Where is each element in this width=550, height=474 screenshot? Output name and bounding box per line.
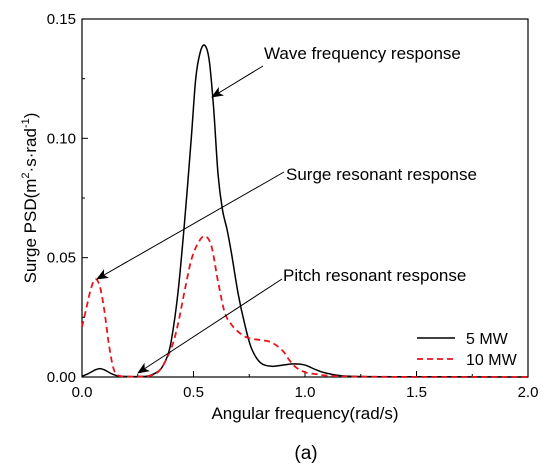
x-axis-title: Angular frequency(rad/s)	[211, 404, 398, 423]
series-line-5mw	[81, 44, 529, 378]
y-axis-title-sup2: -1	[20, 118, 32, 128]
y-tick-label: 0.00	[47, 369, 76, 386]
x-tick-label: 0.0	[72, 384, 93, 401]
x-tick-label: 2.0	[518, 384, 539, 401]
y-axis-ticks: 0.00 0.05 0.10 0.15	[47, 11, 88, 386]
annotation-surge-resonant: Surge resonant response	[286, 165, 477, 184]
y-tick-label: 0.15	[47, 11, 76, 28]
annotation-wave-frequency: Wave frequency response	[264, 44, 461, 63]
x-tick-label: 1.5	[406, 384, 427, 401]
y-axis-title: Surge PSD(m2·s·rad-1)	[20, 113, 40, 284]
annotation-pitch-resonant: Pitch resonant response	[283, 266, 466, 285]
x-tick-label: 0.5	[183, 384, 204, 401]
annotation-surge-arrow	[96, 171, 285, 280]
y-axis-title-end: )	[21, 113, 40, 119]
legend-label-10mw: 10 MW	[466, 352, 518, 369]
series-layer	[81, 44, 529, 378]
plot-area-frame	[81, 18, 529, 378]
y-axis-title-main: Surge PSD(m	[21, 179, 40, 284]
y-tick-label: 0.05	[47, 250, 76, 267]
figure-caption: (a)	[294, 443, 317, 464]
annotation-layer: Wave frequency response Surge resonant r…	[96, 44, 477, 374]
annotation-wave-arrow	[211, 65, 264, 98]
series-line-10mw	[81, 235, 528, 378]
annotation-pitch-arrow	[137, 278, 283, 374]
x-axis-ticks: 0.0 0.5 1.0 1.5 2.0	[72, 371, 539, 401]
y-tick-label: 0.10	[47, 130, 76, 147]
legend-label-5mw: 5 MW	[466, 331, 509, 348]
y-axis-title-sup1: 2	[20, 172, 32, 178]
x-tick-label: 1.0	[295, 384, 316, 401]
y-axis-title-mid: ·s·rad	[21, 128, 40, 172]
legend: 5 MW 10 MW	[417, 331, 518, 369]
